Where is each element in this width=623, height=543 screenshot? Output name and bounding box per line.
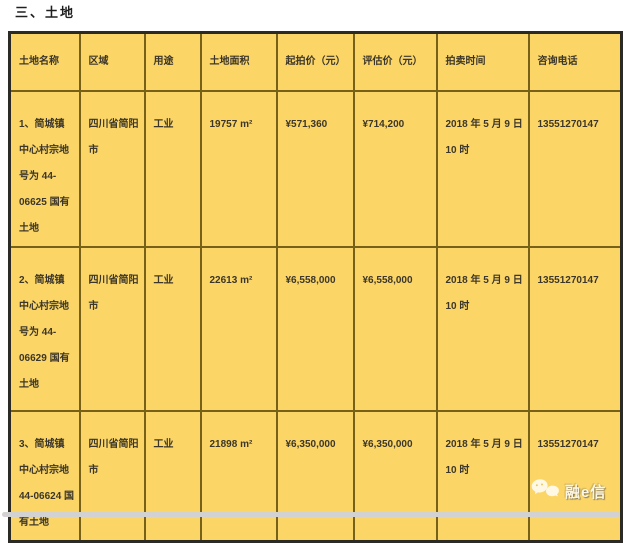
cell-auction-time: 2018 年 5 月 9 日 10 时	[435, 90, 530, 248]
cell-land-name: 1、简城镇中心村宗地号为 44-06625 国有土地	[8, 90, 81, 248]
col-header-start-price: 起拍价（元）	[275, 31, 355, 92]
page-title: 三、土地	[15, 5, 76, 20]
col-header-area: 土地面积	[199, 31, 278, 92]
col-header-appraisal-price: 评估价（元）	[352, 31, 438, 92]
col-header-usage: 用途	[143, 31, 202, 92]
cell-usage: 工业	[143, 410, 202, 543]
col-header-auction-time: 拍卖时间	[435, 31, 530, 92]
cell-usage: 工业	[143, 90, 202, 248]
col-header-region: 区域	[78, 31, 146, 92]
table-row: 3、简城镇中心村宗地 44-06624 国有土地 四川省简阳市 工业 21898…	[8, 410, 623, 543]
cell-land-name: 2、简城镇中心村宗地号为 44-06629 国有土地	[8, 246, 81, 412]
cell-land-name: 3、简城镇中心村宗地 44-06624 国有土地	[8, 410, 81, 543]
watermark-text: 融e信	[565, 483, 607, 501]
land-auction-table: 土地名称 区域 用途 土地面积 起拍价（元） 评估价（元） 拍卖时间 咨询电话 …	[8, 31, 623, 543]
table-row: 2、简城镇中心村宗地号为 44-06629 国有土地 四川省简阳市 工业 226…	[8, 246, 623, 412]
watermark: 融e信	[531, 476, 617, 506]
bottom-shadow-divider	[2, 512, 620, 517]
cell-auction-time: 2018 年 5 月 9 日 10 时	[435, 410, 530, 543]
cell-area: 21898 m²	[199, 410, 278, 543]
cell-region: 四川省简阳市	[78, 246, 146, 412]
chat-bubbles-icon	[529, 475, 563, 508]
cell-start-price: ¥6,350,000	[275, 410, 355, 543]
cell-auction-time: 2018 年 5 月 9 日 10 时	[435, 246, 530, 412]
cell-region: 四川省简阳市	[78, 90, 146, 248]
table-row: 1、简城镇中心村宗地号为 44-06625 国有土地 四川省简阳市 工业 197…	[8, 90, 623, 248]
col-header-land-name: 土地名称	[8, 31, 81, 92]
cell-start-price: ¥6,558,000	[275, 246, 355, 412]
cell-start-price: ¥571,360	[275, 90, 355, 248]
cell-appraisal-price: ¥6,350,000	[352, 410, 438, 543]
cell-area: 19757 m²	[199, 90, 278, 248]
cell-phone: 13551270147	[527, 90, 623, 248]
cell-usage: 工业	[143, 246, 202, 412]
col-header-phone: 咨询电话	[527, 31, 623, 92]
cell-area: 22613 m²	[199, 246, 278, 412]
cell-region: 四川省简阳市	[78, 410, 146, 543]
cell-phone: 13551270147	[527, 246, 623, 412]
table-header-row: 土地名称 区域 用途 土地面积 起拍价（元） 评估价（元） 拍卖时间 咨询电话	[8, 31, 623, 92]
cell-appraisal-price: ¥714,200	[352, 90, 438, 248]
cell-appraisal-price: ¥6,558,000	[352, 246, 438, 412]
